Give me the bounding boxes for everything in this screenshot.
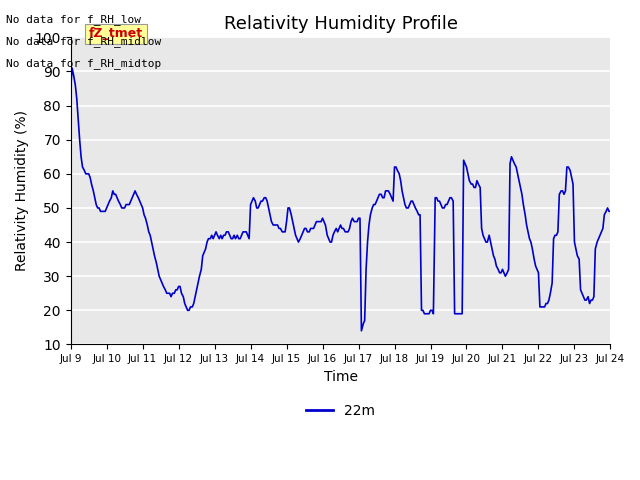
- X-axis label: Time: Time: [324, 370, 358, 384]
- Y-axis label: Relativity Humidity (%): Relativity Humidity (%): [15, 110, 29, 271]
- Title: Relativity Humidity Profile: Relativity Humidity Profile: [223, 15, 458, 33]
- Legend: 22m: 22m: [300, 398, 381, 423]
- Text: No data for f_RH_midtop: No data for f_RH_midtop: [6, 58, 162, 69]
- Text: No data for f_RH_midlow: No data for f_RH_midlow: [6, 36, 162, 47]
- Text: fZ_tmet: fZ_tmet: [89, 27, 143, 40]
- Text: No data for f_RH_low: No data for f_RH_low: [6, 14, 141, 25]
